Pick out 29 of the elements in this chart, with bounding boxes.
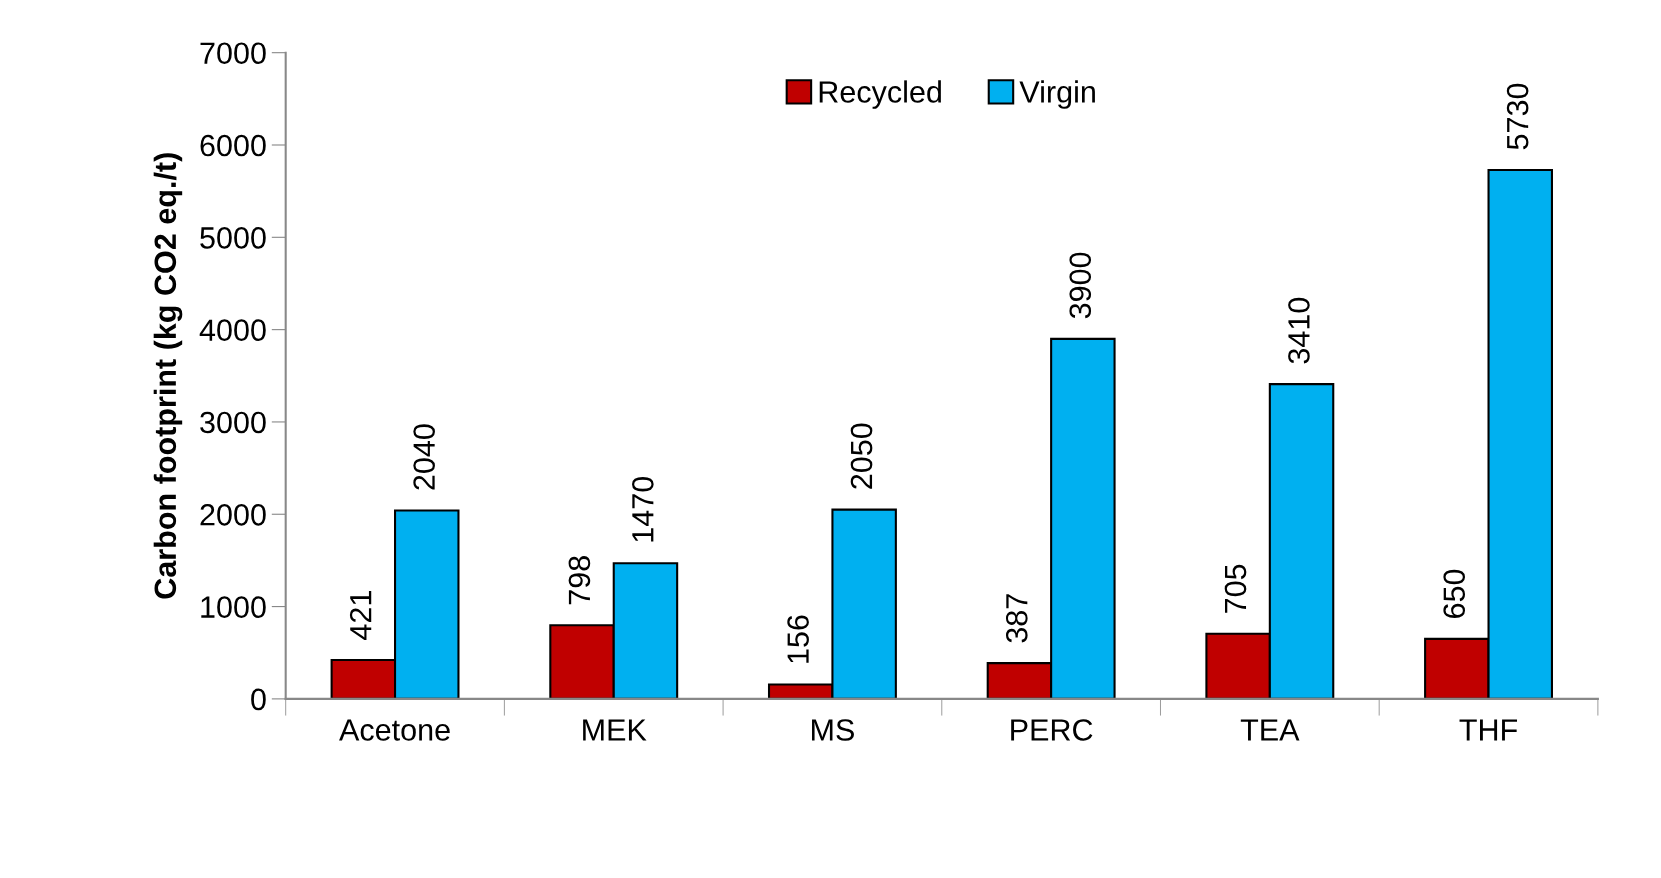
y-tick-label: 5000 <box>200 227 266 249</box>
data-label: 705 <box>1224 564 1247 613</box>
legend-label: Virgin <box>1019 80 1095 109</box>
y-tick-label: 2000 <box>200 503 266 526</box>
data-label: 798 <box>568 556 591 605</box>
y-tick-label: 7000 <box>200 42 266 65</box>
x-tick-label: THF <box>1459 719 1518 741</box>
data-label: 3410 <box>1288 297 1310 364</box>
legend-label: Recycled <box>819 80 941 109</box>
data-label: 387 <box>1005 594 1028 643</box>
x-tick-label: Acetone <box>339 719 450 741</box>
data-label: 2040 <box>413 424 435 490</box>
y-tick-label: 0 <box>251 688 266 711</box>
y-axis-title: Carbon footprint (kg CO2 eq./t) <box>153 153 183 599</box>
x-tick-label: PERC <box>1011 719 1093 741</box>
data-label: 2050 <box>850 423 873 489</box>
y-tick-label: 1000 <box>201 596 266 618</box>
data-label: 1470 <box>632 476 654 542</box>
data-label: 156 <box>787 615 809 663</box>
x-tick-label: TEA <box>1240 719 1300 741</box>
x-tick-label: MEK <box>583 719 647 741</box>
y-tick-label: 6000 <box>200 134 266 157</box>
data-label: 650 <box>1443 569 1466 618</box>
y-tick-label: 4000 <box>199 319 266 341</box>
data-label: 421 <box>349 591 372 640</box>
x-tick-label: MS <box>812 719 854 741</box>
y-tick-label: 3000 <box>200 411 266 434</box>
data-label: 3900 <box>1069 252 1092 319</box>
data-label: 5730 <box>1506 83 1529 150</box>
